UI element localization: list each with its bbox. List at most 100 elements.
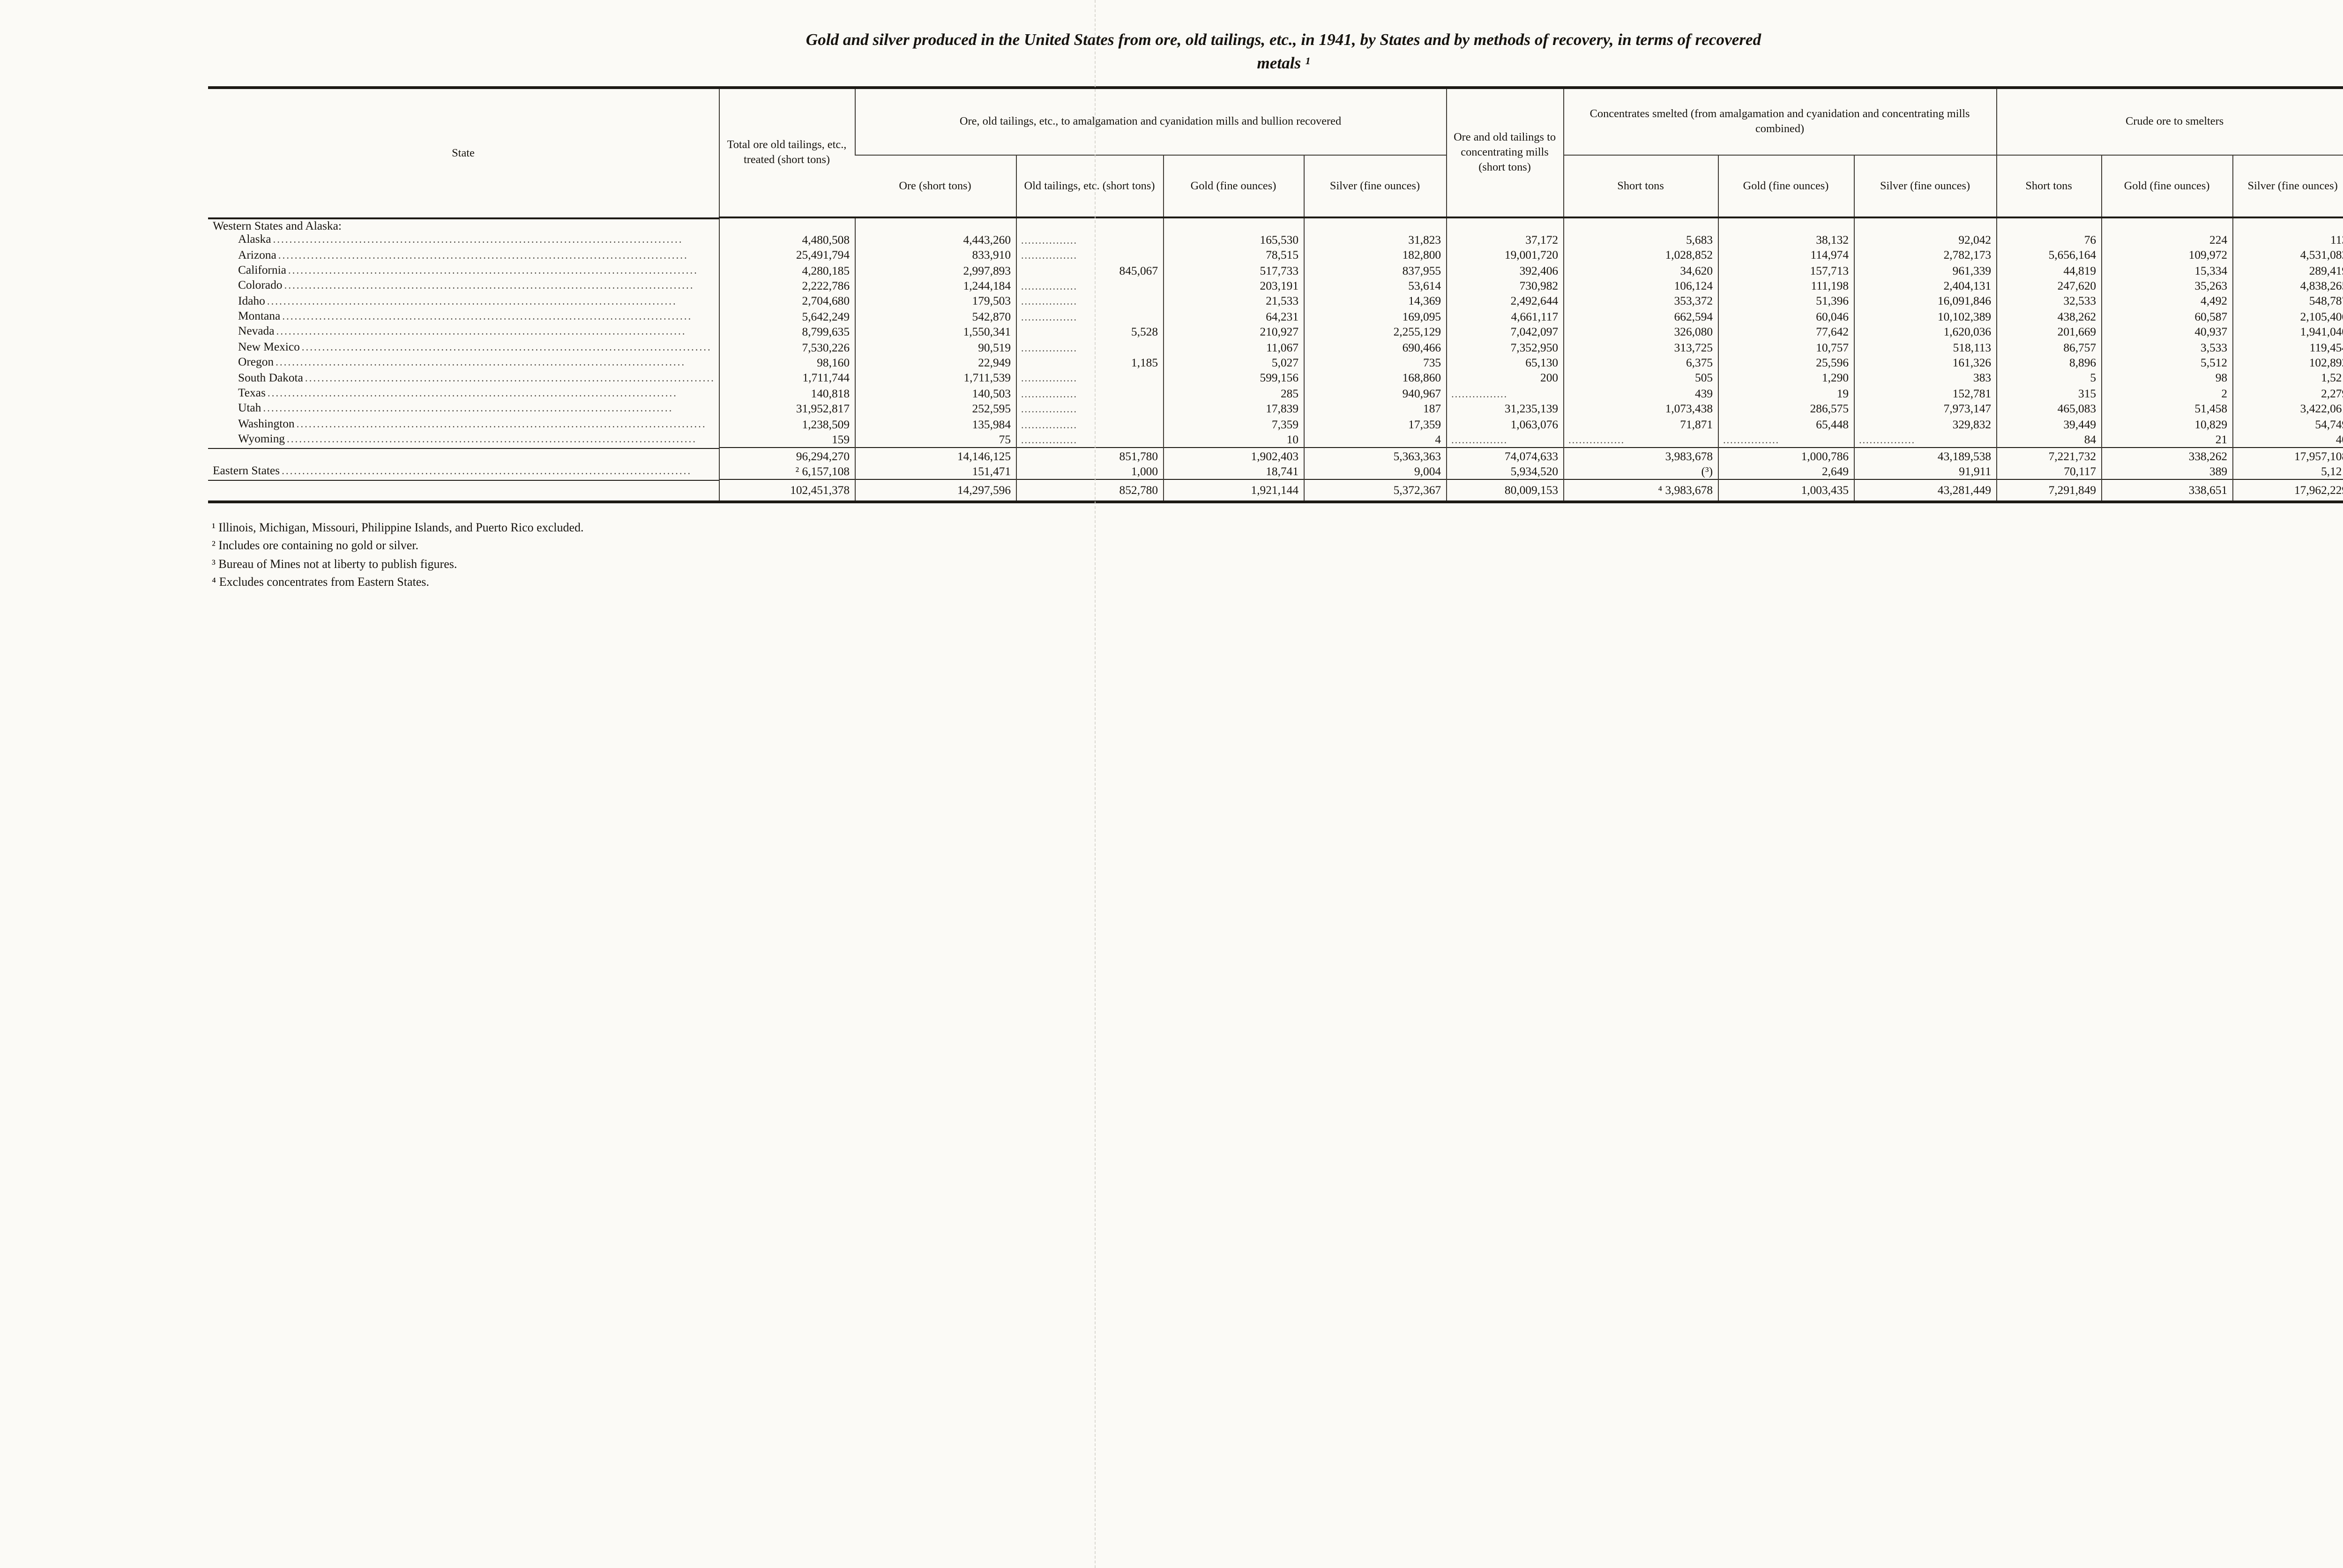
value-cell: 1,921,144: [1163, 479, 1304, 501]
value-cell: 735: [1303, 355, 1447, 371]
header-silver-amalgamation: Silver (fine ounces): [1303, 155, 1447, 217]
value-cell: 438,262: [1996, 309, 2102, 325]
value-cell: 78,515: [1163, 248, 1304, 263]
value-cell: [1015, 232, 1163, 248]
value-cell: 2,492,644: [1446, 294, 1564, 310]
header-concentrates-short-tons: Short tons: [1563, 155, 1718, 217]
value-cell: 730,982: [1446, 278, 1564, 294]
value-cell: 5,372,367: [1303, 479, 1447, 501]
value-cell: [1996, 216, 2102, 233]
value-cell: 16,091,846: [1853, 294, 1997, 310]
value-cell: 32,533: [1996, 294, 2102, 310]
value-cell: 140,818: [718, 386, 855, 402]
state-cell: Colorado: [208, 279, 718, 294]
value-cell: 113: [2232, 232, 2343, 248]
value-cell: 439: [1563, 386, 1718, 402]
dotted-leader: [284, 279, 714, 293]
value-cell: [1303, 216, 1447, 233]
value-cell: [2232, 216, 2343, 233]
value-cell: 200: [1446, 371, 1564, 387]
value-cell: 4,443,260: [854, 232, 1016, 248]
state-label: Western States and Alaska:: [213, 219, 342, 232]
value-cell: 2,997,893: [854, 263, 1016, 279]
value-cell: 182,800: [1303, 248, 1447, 263]
value-cell: 96,294,270: [718, 447, 855, 464]
state-label: Alaska: [238, 232, 271, 246]
header-gold-crude: Gold (fine ounces): [2101, 155, 2233, 217]
value-cell: 289,419: [2232, 263, 2343, 279]
value-cell: 168,860: [1303, 371, 1447, 387]
value-cell: 7,973,147: [1853, 401, 1997, 417]
value-cell: 8,799,635: [718, 324, 855, 340]
value-cell: 14,369: [1303, 294, 1447, 310]
value-cell: 179,503: [854, 294, 1016, 310]
value-cell: [1015, 401, 1163, 417]
value-cell: 389: [2101, 464, 2233, 479]
value-cell: 329,832: [1853, 417, 1997, 433]
value-cell: 80,009,153: [1446, 479, 1564, 501]
value-cell: 18,741: [1163, 464, 1304, 479]
value-cell: [1015, 294, 1163, 310]
value-cell: 1,521: [2232, 371, 2343, 387]
value-cell: 4: [1303, 432, 1447, 448]
value-cell: [1446, 216, 1564, 233]
value-cell: 518,113: [1853, 340, 1997, 356]
value-cell: 3,422,061: [2232, 401, 2343, 417]
state-label: California: [238, 263, 286, 276]
value-cell: 542,870: [854, 309, 1016, 325]
state-label: Utah: [238, 401, 261, 415]
value-cell: 1,185: [1015, 355, 1163, 371]
value-cell: 90,519: [854, 340, 1016, 356]
value-cell: 25,596: [1717, 355, 1854, 371]
value-cell: [1163, 216, 1304, 233]
value-cell: 517,733: [1163, 263, 1304, 279]
dotted-leader: [263, 402, 714, 416]
value-cell: 74,074,633: [1446, 447, 1564, 464]
value-cell: 31,952,817: [718, 401, 855, 417]
value-cell: 1,290: [1717, 371, 1854, 387]
value-cell: 119,454: [2232, 340, 2343, 356]
dotted-leader: [302, 340, 714, 354]
value-cell: 2,279: [2232, 386, 2343, 402]
value-cell: [718, 216, 855, 233]
state-label: Montana: [238, 309, 281, 323]
value-cell: (³): [1563, 464, 1718, 479]
value-cell: 22,949: [854, 355, 1016, 371]
header-silver-concentrates: Silver (fine ounces): [1853, 155, 1997, 217]
value-cell: 9,004: [1303, 464, 1447, 479]
value-cell: 31,235,139: [1446, 401, 1564, 417]
value-cell: 54,749: [2232, 417, 2343, 433]
value-cell: 10,757: [1717, 340, 1854, 356]
value-cell: 5,934,520: [1446, 464, 1564, 479]
section-row: Western States and Alaska:: [208, 216, 2343, 233]
value-cell: 75: [854, 432, 1016, 448]
table-body: Western States and Alaska:Alaska 4,480,50…: [208, 216, 2343, 501]
header-group-concentrates: Concentrates smelted (from amalgamation …: [1563, 88, 1997, 156]
value-cell: 77,642: [1717, 324, 1854, 340]
value-cell: 43,189,538: [1853, 447, 1997, 464]
value-cell: 40: [2232, 432, 2343, 448]
state-label: Oregon: [238, 355, 274, 369]
value-cell: 6,375: [1563, 355, 1718, 371]
value-cell: 7,359: [1163, 417, 1304, 433]
value-cell: 31,823: [1303, 232, 1447, 248]
value-cell: [1563, 432, 1718, 448]
dotted-leader: [267, 294, 714, 308]
value-cell: 961,339: [1853, 263, 1997, 279]
state-label: Washington: [238, 417, 295, 430]
dotted-leader: [297, 417, 714, 431]
value-cell: 35,263: [2101, 278, 2233, 294]
value-cell: 837,955: [1303, 263, 1447, 279]
value-cell: 940,967: [1303, 386, 1447, 402]
value-cell: 17,962,229: [2232, 479, 2343, 501]
value-cell: 159: [718, 432, 855, 448]
value-cell: 2,105,406: [2232, 309, 2343, 325]
table-row: California 4,280,1852,997,893845,067517,7…: [208, 263, 2343, 279]
value-cell: 599,156: [1163, 371, 1304, 387]
value-cell: ⁴ 3,983,678: [1563, 479, 1718, 501]
header-concentrating-mills: Ore and old tailings to concentrating mi…: [1446, 88, 1564, 217]
value-cell: 8,896: [1996, 355, 2102, 371]
state-cell: New Mexico: [208, 340, 718, 356]
title-line-2: metals ¹: [1257, 53, 1310, 72]
